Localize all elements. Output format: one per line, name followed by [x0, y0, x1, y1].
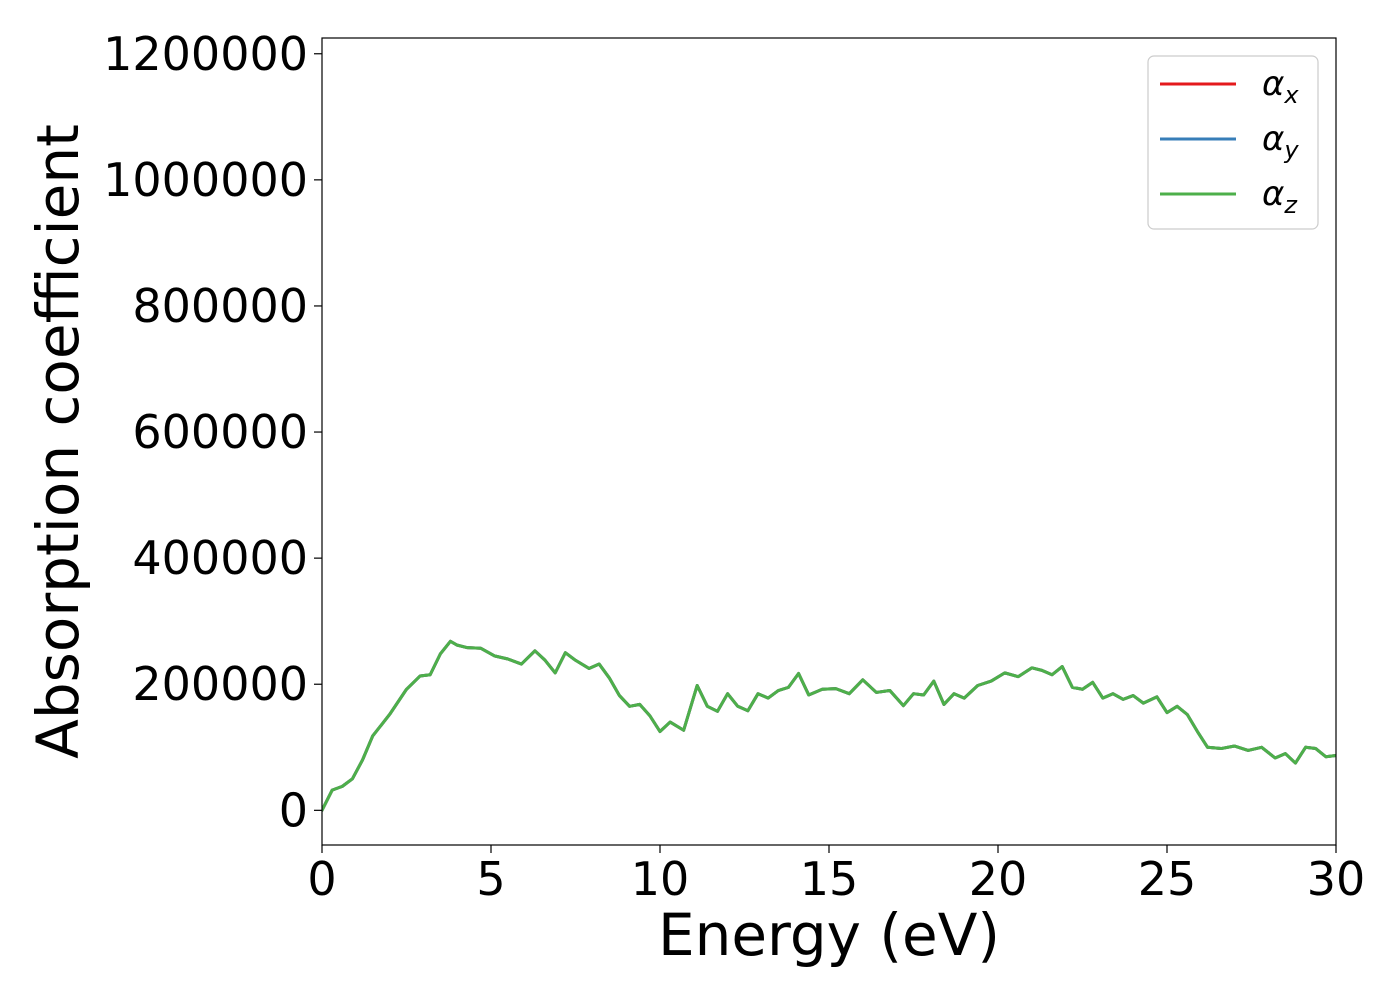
legend-subscript: z	[1283, 191, 1298, 219]
x-tick-label: 30	[1307, 852, 1366, 906]
x-tick-label: 15	[800, 852, 859, 906]
legend-symbol: α	[1262, 174, 1284, 214]
y-tick-label: 600000	[132, 405, 308, 459]
y-tick-label: 0	[279, 783, 308, 837]
legend-box	[1147, 55, 1319, 230]
series-line-z	[322, 639, 1336, 812]
legend-symbol: α	[1262, 64, 1284, 104]
legend-label: αx	[1262, 64, 1299, 109]
x-tick-label: 20	[969, 852, 1028, 906]
legend-subscript: y	[1283, 136, 1299, 164]
y-axis-ticks: 0 200000 400000 600000 800000 1000000 1200000	[103, 27, 322, 837]
x-tick-label: 10	[631, 852, 690, 906]
x-axis-title: Energy (eV)	[658, 901, 1000, 969]
y-tick-label: 800000	[132, 279, 308, 333]
y-tick-label: 200000	[132, 657, 308, 711]
legend-label: αy	[1262, 119, 1299, 164]
x-axis-ticks: 0 5 10 15 20 25 30	[307, 845, 1365, 906]
y-tick-label: 400000	[132, 531, 308, 585]
y-tick-label: 1200000	[103, 27, 308, 81]
legend-subscript: x	[1283, 81, 1299, 109]
y-axis-title: Absorption coefficient	[24, 124, 92, 759]
legend-label: αz	[1262, 174, 1298, 219]
legend-symbol: α	[1262, 119, 1284, 159]
x-tick-label: 0	[307, 852, 336, 906]
x-tick-label: 5	[476, 852, 505, 906]
x-tick-label: 25	[1138, 852, 1197, 906]
series-layer	[322, 639, 1336, 812]
y-tick-label: 1000000	[103, 153, 308, 207]
